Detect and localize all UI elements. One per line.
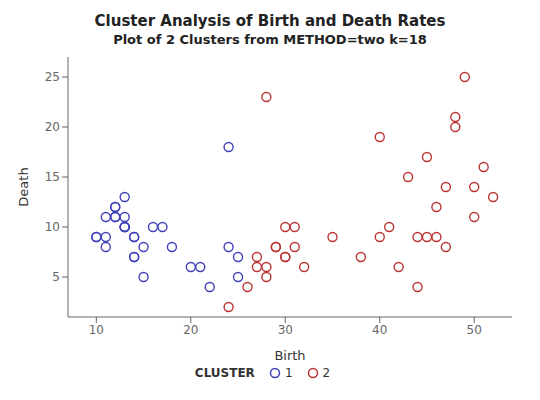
html-text:1: 1 <box>284 366 293 380</box>
html-text:CLUSTER: CLUSTER <box>194 366 255 380</box>
svg-text:10: 10 <box>89 323 104 337</box>
html-text:Cluster Analysis of Birth and: Cluster Analysis of Birth and Death Rate… <box>94 12 446 30</box>
svg-text:5: 5 <box>52 270 60 284</box>
svg-text:20: 20 <box>45 120 60 134</box>
html-text:Plot of 2 Clusters from METHOD: Plot of 2 Clusters from METHOD=two k=18 <box>113 32 427 47</box>
svg-text:40: 40 <box>372 323 387 337</box>
svg-text:Death: Death <box>16 167 31 206</box>
svg-text:50: 50 <box>467 323 482 337</box>
svg-text:10: 10 <box>45 220 60 234</box>
svg-text:25: 25 <box>45 70 60 84</box>
svg-text:Birth: Birth <box>274 348 305 363</box>
svg-text:30: 30 <box>278 323 293 337</box>
svg-text:20: 20 <box>183 323 198 337</box>
html-text:2: 2 <box>322 366 331 380</box>
svg-text:15: 15 <box>45 170 60 184</box>
